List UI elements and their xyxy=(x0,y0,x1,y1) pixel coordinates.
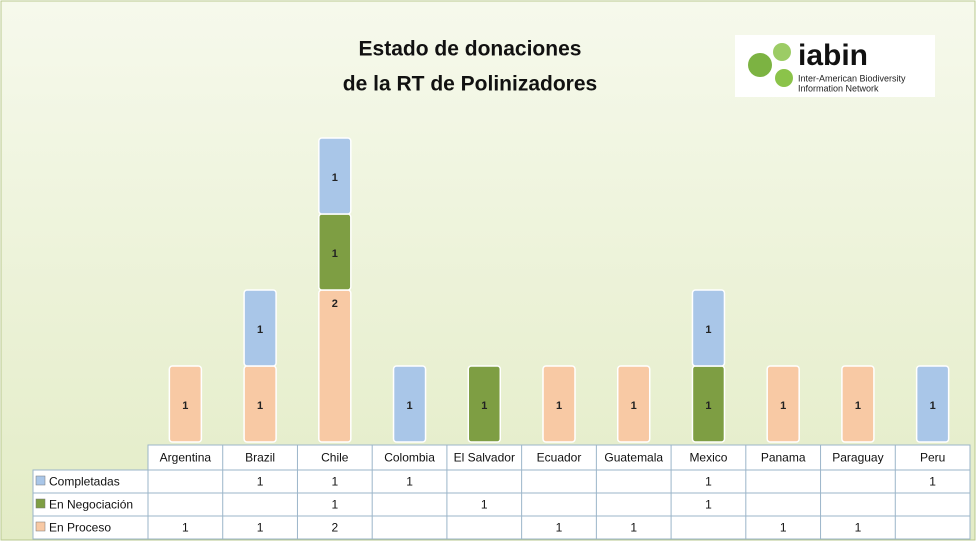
data-label: 1 xyxy=(332,172,338,184)
data-label: 1 xyxy=(631,400,637,412)
x-tick-label: El Salvador xyxy=(454,451,515,465)
logo: iabin Inter-American Biodiversity Inform… xyxy=(735,35,935,97)
logo-name: iabin xyxy=(798,39,868,72)
data-label: 1 xyxy=(257,400,263,412)
table-value: 1 xyxy=(780,521,787,535)
bar-segment xyxy=(915,365,950,443)
data-label: 2 xyxy=(332,298,338,310)
chart-title: de la RT de Polinizadores xyxy=(343,73,597,96)
x-tick-label: Guatemala xyxy=(604,451,663,465)
logo-icon xyxy=(775,69,793,87)
x-tick-label: Chile xyxy=(321,451,349,465)
table-value: 1 xyxy=(331,498,338,512)
data-label: 1 xyxy=(855,400,861,412)
logo-icon xyxy=(773,43,791,61)
data-label: 1 xyxy=(705,400,711,412)
logo-subtitle: Inter-American Biodiversity xyxy=(798,73,906,83)
x-tick-label: Mexico xyxy=(689,451,727,465)
table-value: 1 xyxy=(556,521,563,535)
data-label: 1 xyxy=(406,400,412,412)
legend-swatch xyxy=(35,521,46,532)
table-bg xyxy=(147,444,971,540)
data-label: 1 xyxy=(481,400,487,412)
data-label: 1 xyxy=(780,400,786,412)
x-tick-label: Colombia xyxy=(384,451,435,465)
x-tick-label: Panama xyxy=(761,451,806,465)
bar-segment xyxy=(841,365,875,443)
table-value: 1 xyxy=(182,521,189,535)
x-tick-label: Argentina xyxy=(160,451,212,465)
bar-segment xyxy=(691,289,726,367)
table-value: 1 xyxy=(257,475,264,489)
table-value: 1 xyxy=(705,498,712,512)
data-label: 1 xyxy=(182,400,188,412)
data-label: 1 xyxy=(257,324,263,336)
data-label: 1 xyxy=(556,400,562,412)
table-value: 1 xyxy=(331,475,338,489)
legend-label: Completadas xyxy=(49,475,120,489)
bar-segment xyxy=(467,365,502,443)
legend-swatch xyxy=(35,498,46,509)
bar-segment xyxy=(542,365,576,443)
bar-segment xyxy=(318,289,352,443)
chart-title: Estado de donaciones xyxy=(359,38,582,61)
bar-segment xyxy=(392,365,427,443)
legend-label: En Negociación xyxy=(49,498,133,512)
legend-label: En Proceso xyxy=(49,521,111,535)
data-label: 1 xyxy=(930,400,936,412)
table-value: 1 xyxy=(630,521,637,535)
bar-segment xyxy=(318,137,352,215)
data-label: 1 xyxy=(705,324,711,336)
table-value: 1 xyxy=(481,498,488,512)
bar-segment xyxy=(766,365,800,443)
legend-swatch xyxy=(35,475,46,486)
bar-segment xyxy=(616,365,651,443)
table-value: 1 xyxy=(705,475,712,489)
table-value: 1 xyxy=(257,521,264,535)
table-value: 2 xyxy=(331,521,338,535)
data-label: 1 xyxy=(332,248,338,260)
table-value: 1 xyxy=(929,475,936,489)
x-tick-label: Ecuador xyxy=(537,451,582,465)
table-value: 1 xyxy=(406,475,413,489)
bar-segment xyxy=(243,289,277,367)
x-tick-label: Brazil xyxy=(245,451,275,465)
logo-icon xyxy=(748,53,772,77)
table-value: 1 xyxy=(855,521,862,535)
bar-segment xyxy=(168,365,203,443)
x-tick-label: Paraguay xyxy=(832,451,883,465)
logo-subtitle: Information Network xyxy=(798,83,879,93)
x-tick-label: Peru xyxy=(920,451,945,465)
table-bg xyxy=(32,469,149,540)
